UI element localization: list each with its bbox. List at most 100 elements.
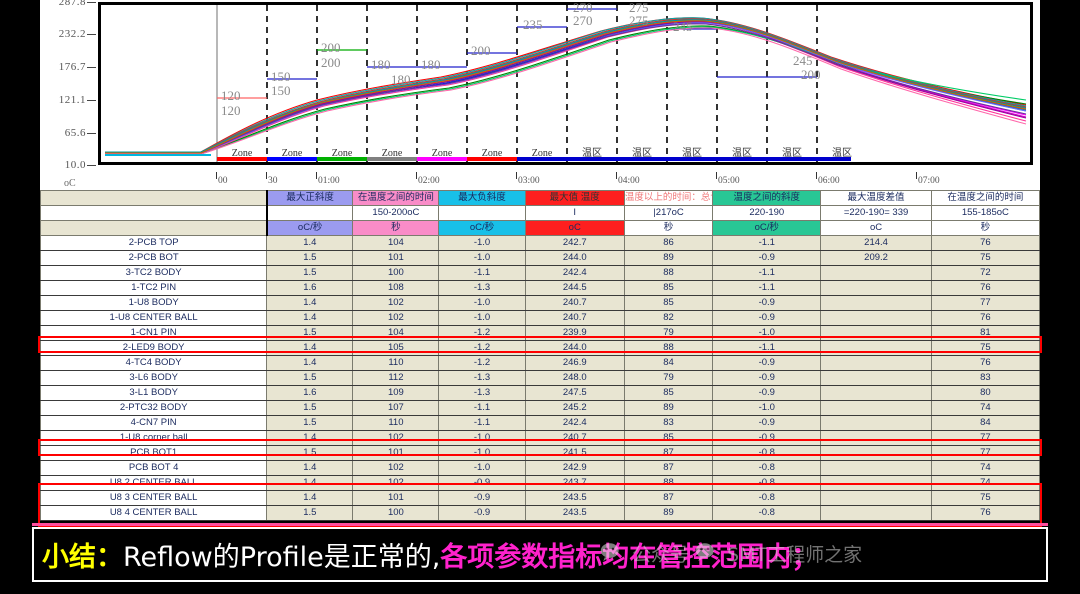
cell: -1.1 (438, 400, 526, 416)
subheader-cell: |217oC (623, 205, 714, 221)
cell: 85 (623, 280, 714, 296)
row-label: 1-U8 corner ball (39, 430, 268, 446)
x-tick-label: 03:00 (518, 176, 540, 186)
unit-cell (39, 220, 268, 236)
table-row-highlighted[interactable]: 1-U8 CENTER BALL 1.4 102 -1.0 240.7 82 -0.9 76 (39, 310, 1041, 326)
setpoint-label: 245 (793, 53, 813, 68)
subheader-cell: I (524, 205, 625, 221)
cell: -1.1 (438, 415, 526, 431)
cell: 79 (623, 325, 714, 341)
cell: 242.4 (524, 265, 625, 281)
table-row[interactable]: 2-PCB TOP 1.4 104 -1.0 242.7 86 -1.1 214.4 76 (39, 235, 1041, 251)
table-row[interactable]: PCB BOT1 1.5 101 -1.0 241.5 87 -0.8 77 (39, 445, 1041, 461)
cell: -1.0 (438, 235, 526, 251)
table-row[interactable]: 3-TC2 BODY 1.5 100 -1.1 242.4 88 -1.1 72 (39, 265, 1041, 281)
setpoint-label: 275 (629, 13, 649, 28)
table-row[interactable]: PCB BOT 4 1.4 102 -1.0 242.9 87 -0.8 74 (39, 460, 1041, 476)
row-label: PCB BOT 4 (39, 460, 268, 476)
table-row-highlighted[interactable]: 1-U8 corner ball 1.4 102 -1.0 240.7 85 -0.9 77 (39, 430, 1041, 446)
cell: 245.2 (524, 400, 625, 416)
row-label: 3-TC2 BODY (39, 265, 268, 281)
chart-plot-area: 120 120 150 150 200 200 180 180 180 200 … (98, 0, 1033, 165)
cell: -1.2 (438, 355, 526, 371)
subheader-cell (39, 205, 268, 221)
table-row[interactable]: 4-TC4 BODY 1.4 110 -1.2 246.9 84 -0.9 76 (39, 355, 1041, 371)
cell: 1.5 (266, 415, 354, 431)
cell: 243.5 (524, 490, 625, 506)
cell: 1.4 (266, 475, 354, 491)
cell: 76 (930, 355, 1041, 371)
cell: 75 (930, 250, 1041, 266)
row-label: U8 2 CENTER BALL (39, 475, 268, 491)
row-label: PCB BOT1 (39, 445, 268, 461)
subheader-cell: =220-190= 339 (820, 205, 932, 221)
cell: 76 (930, 505, 1041, 521)
cell: 80 (930, 385, 1041, 401)
row-label: 2-PCB TOP (39, 235, 268, 251)
x-tick-label: 07:00 (918, 176, 940, 186)
cell: -0.8 (712, 460, 822, 476)
cell: 1.6 (266, 280, 354, 296)
cell: -0.9 (712, 370, 822, 386)
cell: 85 (623, 430, 714, 446)
cell: 1.4 (266, 340, 354, 356)
table-row[interactable]: 3-L1 BODY 1.6 109 -1.3 247.5 85 -0.9 80 (39, 385, 1041, 401)
zone-label: Zone (531, 148, 553, 159)
cell: -1.0 (438, 445, 526, 461)
row-label: U8 3 CENTER BALL (39, 490, 268, 506)
row-label: 1-U8 BODY (39, 295, 268, 311)
y-tick-label: 10.0 (64, 159, 86, 171)
cell: 77 (930, 445, 1041, 461)
table-row[interactable]: 1-CN1 PIN 1.5 104 -1.2 239.9 79 -1.0 81 (39, 325, 1041, 341)
cell: 214.4 (820, 235, 932, 251)
cell: -1.1 (712, 280, 822, 296)
table-row[interactable]: 4-CN7 PIN 1.5 110 -1.1 242.4 83 -0.9 84 (39, 415, 1041, 431)
setpoint-label: 275 (629, 0, 649, 15)
table-header-unit-row: oC/秒 秒 oC/秒 oC 秒 oC/秒 oC 秒 (39, 220, 1041, 236)
subheader-cell: 155-185oC (930, 205, 1041, 221)
setpoint-label: 180 (421, 57, 441, 72)
cell: 112 (352, 370, 440, 386)
setpoint-label: 200 (321, 55, 341, 70)
summary-caption: 小结： Reflow的Profile是正常的, 各项参数指标均在管控范围内； (32, 527, 1048, 582)
zone-label: 温区 (832, 148, 852, 159)
table-row[interactable]: 1-U8 BODY 1.4 102 -1.0 240.7 85 -0.9 77 (39, 295, 1041, 311)
cell (820, 265, 932, 281)
cell: 84 (930, 415, 1041, 431)
y-tick-label: 232.2 (58, 28, 86, 40)
cell (820, 295, 932, 311)
table-row-highlighted[interactable]: U8 2 CENTER BALL 1.4 102 -0.9 243.7 88 -0.8 74 (39, 475, 1041, 491)
subheader-cell (438, 205, 526, 221)
cell: 101 (352, 250, 440, 266)
table-row-highlighted[interactable]: U8 4 CENTER BALL 1.5 100 -0.9 243.5 89 -0.8 76 (39, 505, 1041, 521)
unit-cell: 秒 (352, 220, 440, 236)
zone-label: Zone (431, 148, 453, 159)
cell: 1.5 (266, 400, 354, 416)
y-axis-unit-label: oC (64, 178, 76, 189)
cell: 1.4 (266, 235, 354, 251)
cell: 1.4 (266, 295, 354, 311)
table-row-highlighted[interactable]: U8 3 CENTER BALL 1.4 101 -0.9 243.5 87 -0.8 75 (39, 490, 1041, 506)
row-label: U8 4 CENTER BALL (39, 505, 268, 521)
table-row[interactable]: 2-PTC32 BODY 1.5 107 -1.1 245.2 89 -1.0 74 (39, 400, 1041, 416)
zone-label: 温区 (632, 148, 652, 159)
setpoint-label: 150 (271, 69, 291, 84)
cell: 243.5 (524, 505, 625, 521)
cell (820, 400, 932, 416)
table-row[interactable]: 3-L6 BODY 1.5 112 -1.3 248.0 79 -0.9 83 (39, 370, 1041, 386)
cell: 89 (623, 400, 714, 416)
unit-cell: 秒 (930, 220, 1041, 236)
cell: 84 (623, 355, 714, 371)
cell: -1.0 (712, 400, 822, 416)
caption-emphasis: 各项参数指标均在管控范围内； (440, 542, 819, 573)
table-row[interactable]: 2-PCB BOT 1.5 101 -1.0 244.0 89 -0.9 209.2 75 (39, 250, 1041, 266)
unit-cell: oC/秒 (438, 220, 526, 236)
y-tick-label: 287.8 (58, 0, 86, 8)
unit-cell: 秒 (623, 220, 714, 236)
header-cell-max-delta-temp: 最大温度差值 (820, 190, 932, 206)
cell: 1.5 (266, 250, 354, 266)
table-row[interactable]: 1-TC2 PIN 1.6 108 -1.3 244.5 85 -1.1 76 (39, 280, 1041, 296)
table-row[interactable]: 2-LED9 BODY 1.4 105 -1.2 244.0 88 -1.1 75 (39, 340, 1041, 356)
cell: 1.5 (266, 265, 354, 281)
